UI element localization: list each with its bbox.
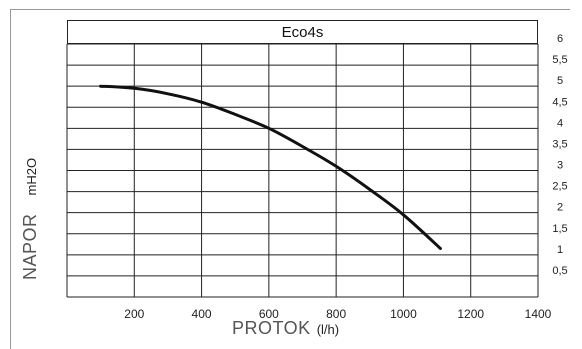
y-tick-label: 6	[557, 33, 563, 45]
y-tick-label: 0,5	[552, 265, 567, 277]
y-axis-label: NAPOR mH2O	[20, 158, 41, 280]
x-axis-title: PROTOK	[232, 318, 311, 338]
y-tick-label: 1,5	[552, 223, 567, 235]
grid-lines	[66, 43, 539, 298]
x-axis-unit: (l/h)	[316, 322, 340, 337]
y-tick-label: 4,5	[552, 96, 567, 108]
y-tick-label: 3	[557, 160, 563, 172]
x-tick-label: 1400	[525, 307, 552, 321]
y-axis-title: NAPOR	[20, 213, 40, 280]
y-tick-label: 4	[557, 117, 563, 129]
x-tick-label: 800	[326, 307, 346, 321]
y-tick-label: 1	[557, 244, 563, 256]
chart-title: Eco4s	[281, 23, 324, 41]
y-tick-label: 3,5	[552, 138, 567, 150]
y-axis-ticks: 0,5 1 1,5 2 2,5 3 3,5 4 4,5 5 5,5 6	[552, 33, 567, 277]
x-tick-label: 1000	[390, 307, 417, 321]
x-axis-ticks: 200 400 600 800 1000 1200 1400	[124, 307, 551, 321]
series-line	[99, 84, 442, 250]
y-tick-label: 2,5	[552, 181, 567, 193]
y-axis-unit: mH2O	[24, 157, 39, 196]
y-tick-label: 2	[557, 202, 563, 214]
x-tick-label: 200	[124, 307, 144, 321]
y-tick-label: 5,5	[552, 54, 567, 66]
chart-frame	[10, 9, 570, 349]
x-axis-label: PROTOK (l/h)	[232, 318, 339, 339]
chart-title-box: Eco4s	[67, 20, 538, 44]
y-tick-label: 5	[557, 75, 563, 87]
x-tick-label: 400	[192, 307, 212, 321]
x-tick-label: 600	[259, 307, 279, 321]
x-tick-label: 1200	[457, 307, 484, 321]
